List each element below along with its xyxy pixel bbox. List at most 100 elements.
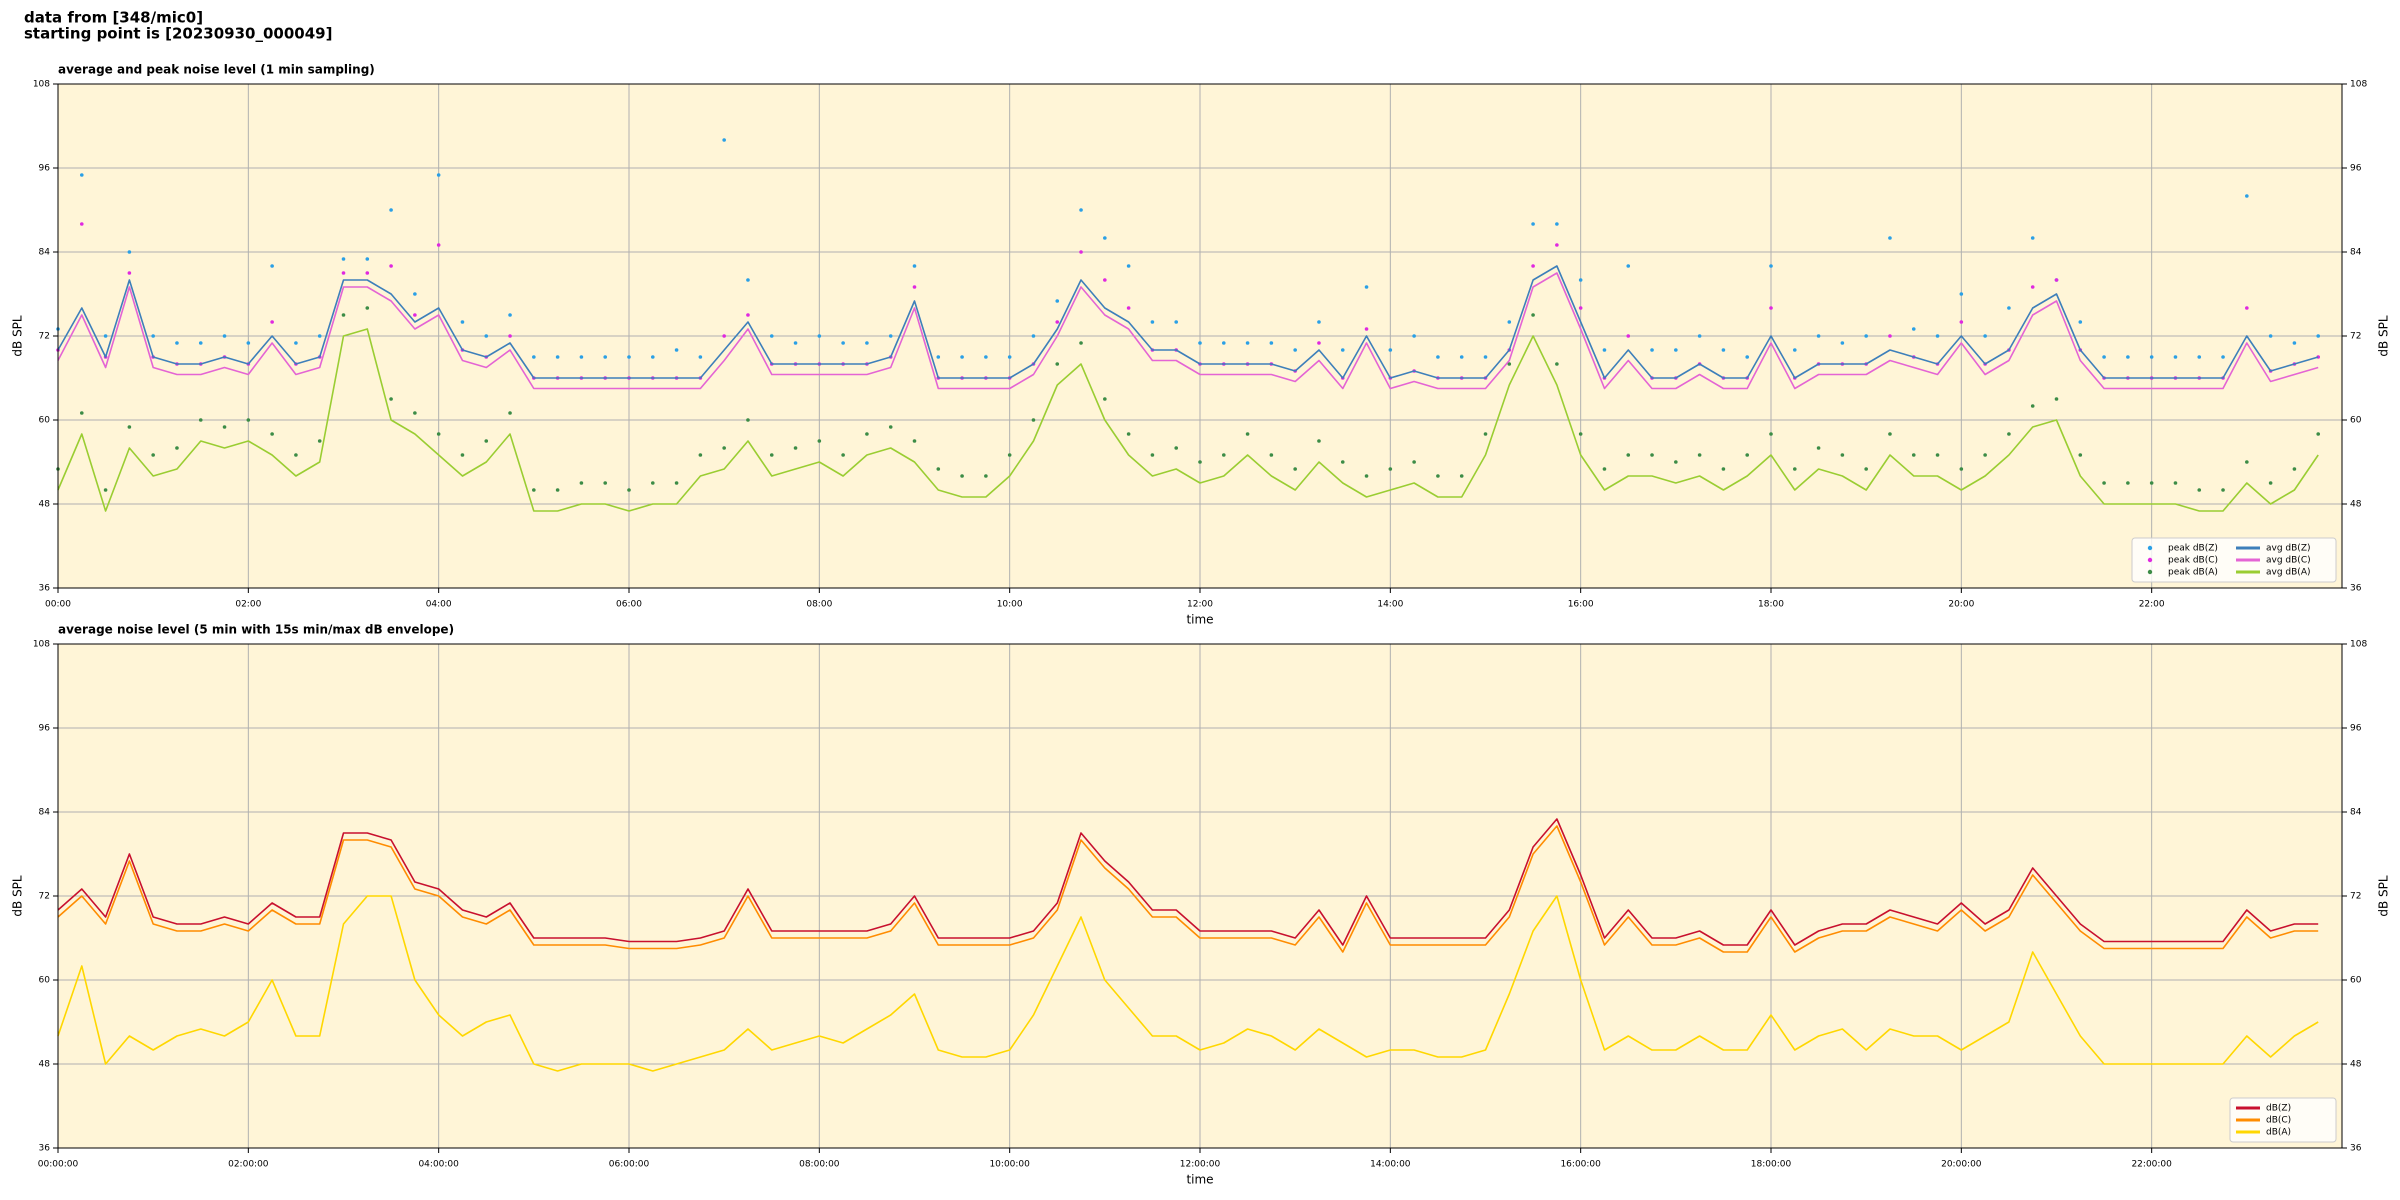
peak-dot bbox=[1507, 320, 1512, 324]
x-tick-label: 08:00 bbox=[806, 600, 832, 610]
peak-dot bbox=[79, 222, 84, 226]
peak-dot bbox=[1650, 348, 1654, 352]
peak-dot bbox=[270, 432, 274, 436]
peak-dot bbox=[1364, 474, 1369, 478]
peak-dot bbox=[1888, 334, 1892, 338]
y-tick-label: 84 bbox=[39, 808, 51, 818]
peak-dot bbox=[1150, 453, 1155, 457]
plot-frame bbox=[57, 83, 2343, 589]
peak-dot bbox=[508, 334, 512, 338]
legend-label: dB(C) bbox=[2266, 1116, 2291, 1126]
x-axis-label: time bbox=[1186, 1173, 1213, 1187]
header-line: starting point is [20230930_000049] bbox=[24, 25, 332, 43]
peak-dot bbox=[270, 264, 274, 268]
peak-dot bbox=[2149, 481, 2154, 485]
y-tick-label: 48 bbox=[2350, 500, 2362, 510]
peak-dot bbox=[2030, 285, 2035, 289]
peak-dot bbox=[246, 418, 251, 422]
peak-dot bbox=[294, 453, 298, 457]
peak-dot bbox=[912, 264, 917, 268]
peak-dot bbox=[817, 439, 822, 443]
legend-label: avg dB(A) bbox=[2266, 568, 2310, 578]
peak-dot bbox=[1055, 299, 1060, 303]
peak-dot bbox=[1911, 453, 1916, 457]
peak-dot bbox=[1388, 467, 1393, 471]
legend-label: peak dB(Z) bbox=[2168, 544, 2218, 554]
x-tick-label: 18:00 bbox=[1758, 600, 1784, 610]
peak-dot bbox=[793, 341, 798, 345]
peak-dot bbox=[508, 411, 512, 415]
peak-dot bbox=[1436, 474, 1440, 478]
y-axis-label: dB SPL bbox=[2377, 315, 2391, 357]
y-tick-label: 108 bbox=[2350, 80, 2367, 90]
legend-marker bbox=[2147, 557, 2153, 563]
peak-dot bbox=[960, 474, 964, 478]
peak-dot bbox=[127, 271, 132, 275]
peak-dot bbox=[532, 355, 536, 359]
peak-dot bbox=[127, 250, 132, 254]
peak-dot bbox=[1864, 334, 1868, 338]
y-tick-label: 72 bbox=[2350, 892, 2361, 902]
y-tick-label: 84 bbox=[39, 248, 51, 258]
x-tick-label: 06:00:00 bbox=[609, 1160, 650, 1170]
peak-dot bbox=[413, 313, 417, 317]
peak-dot bbox=[2221, 355, 2225, 359]
peak-dot bbox=[888, 425, 893, 429]
peak-dot bbox=[1174, 320, 1179, 324]
y-tick-label: 96 bbox=[39, 724, 51, 734]
peak-dot bbox=[1555, 362, 1559, 366]
peak-dot bbox=[2007, 432, 2011, 436]
peak-dot bbox=[698, 453, 703, 457]
peak-dot bbox=[1769, 306, 1773, 310]
legend-label: peak dB(C) bbox=[2168, 556, 2218, 566]
peak-dot bbox=[1126, 264, 1131, 268]
peak-dot bbox=[1364, 327, 1369, 331]
y-tick-label: 36 bbox=[2350, 584, 2362, 594]
peak-dot bbox=[1864, 467, 1868, 471]
peak-dot bbox=[722, 334, 726, 338]
x-tick-label: 08:00:00 bbox=[799, 1160, 840, 1170]
peak-dot bbox=[1721, 467, 1726, 471]
peak-dot bbox=[1959, 292, 1964, 296]
peak-dot bbox=[317, 334, 322, 338]
peak-dot bbox=[1816, 446, 1821, 450]
peak-dot bbox=[151, 453, 155, 457]
peak-dot bbox=[1221, 453, 1226, 457]
peak-dot bbox=[389, 264, 393, 268]
legend-marker bbox=[2147, 569, 2153, 575]
header-line: data from [348/mic0] bbox=[24, 9, 203, 27]
peak-dot bbox=[1531, 264, 1535, 268]
peak-dot bbox=[1650, 453, 1654, 457]
peak-dot bbox=[484, 334, 489, 338]
y-tick-label: 72 bbox=[39, 892, 50, 902]
peak-dot bbox=[270, 320, 274, 324]
peak-dot bbox=[888, 334, 893, 338]
peak-dot bbox=[650, 355, 655, 359]
peak-dot bbox=[1697, 334, 1702, 338]
peak-dot bbox=[1602, 467, 1607, 471]
y-tick-label: 84 bbox=[2350, 808, 2362, 818]
peak-dot bbox=[698, 355, 703, 359]
peak-dot bbox=[627, 488, 631, 492]
y-tick-label: 48 bbox=[39, 1060, 51, 1070]
peak-dot bbox=[769, 453, 774, 457]
x-tick-label: 22:00 bbox=[2139, 600, 2165, 610]
peak-dot bbox=[579, 355, 584, 359]
peak-dot bbox=[579, 481, 584, 485]
peak-dot bbox=[2030, 236, 2035, 240]
peak-dot bbox=[865, 432, 869, 436]
x-tick-label: 00:00:00 bbox=[38, 1160, 79, 1170]
x-tick-label: 02:00:00 bbox=[228, 1160, 269, 1170]
peak-dot bbox=[603, 355, 608, 359]
peak-dot bbox=[1745, 453, 1750, 457]
peak-dot bbox=[2292, 341, 2297, 345]
y-tick-label: 60 bbox=[2350, 416, 2362, 426]
peak-dot bbox=[1507, 362, 1512, 366]
peak-dot bbox=[1483, 432, 1488, 436]
x-tick-label: 06:00 bbox=[616, 600, 642, 610]
legend-marker bbox=[2147, 545, 2153, 551]
peak-dot bbox=[1792, 467, 1797, 471]
peak-dot bbox=[460, 453, 465, 457]
peak-dot bbox=[841, 453, 845, 457]
